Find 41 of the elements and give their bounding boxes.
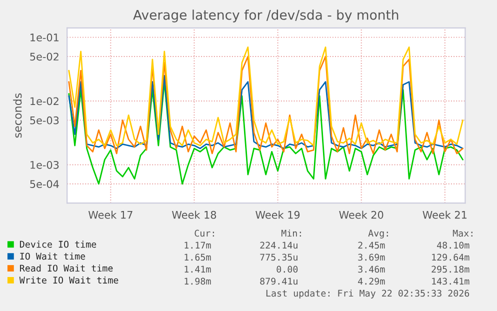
legend-label: Read IO Wait time bbox=[20, 264, 113, 272]
text: 1.98m bbox=[184, 278, 211, 285]
text: 1.41m bbox=[184, 266, 211, 273]
chart-title: Average latency for /dev/sda - by month bbox=[133, 10, 398, 22]
y-tick-label: 1e-03 bbox=[30, 160, 59, 169]
text: 48.10m bbox=[437, 242, 470, 249]
line-series bbox=[68, 74, 464, 150]
x-tick-label: Week 17 bbox=[88, 210, 132, 219]
text: Cur: bbox=[194, 230, 214, 237]
text: 129.64m bbox=[432, 254, 470, 261]
y-axis-title: seconds bbox=[13, 93, 22, 138]
legend-label: Write IO Wait time bbox=[19, 276, 118, 284]
legend-label: IO Wait time bbox=[20, 252, 86, 260]
y-tick-label: 5e-02 bbox=[30, 52, 58, 61]
text: Last update: Fri May 22 02:35:33 2026 bbox=[266, 290, 470, 298]
text: Max: bbox=[452, 230, 472, 237]
text: 3.46m bbox=[358, 266, 385, 273]
text: 2.45m bbox=[358, 242, 385, 249]
text: 775.35u bbox=[260, 254, 298, 261]
legend-label: Device IO time bbox=[20, 240, 96, 248]
text: Min: bbox=[281, 230, 301, 237]
y-tick-label: 5e-04 bbox=[30, 180, 59, 188]
x-tick-label: Week 19 bbox=[256, 210, 300, 219]
text: 143.41m bbox=[432, 278, 470, 285]
x-tick-label: Week 20 bbox=[339, 210, 384, 219]
text: 1.17m bbox=[184, 242, 211, 249]
text: 224.14u bbox=[260, 242, 298, 249]
line-series bbox=[68, 46, 464, 146]
text: 3.69m bbox=[358, 254, 385, 261]
text: 295.18m bbox=[432, 266, 470, 273]
text: Avg: bbox=[368, 230, 388, 238]
text: 0.00 bbox=[276, 266, 298, 273]
text: 4.29m bbox=[358, 278, 385, 285]
y-tick-label: 1e-01 bbox=[30, 34, 58, 42]
y-tick-label: 5e-03 bbox=[30, 116, 59, 124]
x-tick-label: Week 21 bbox=[422, 210, 466, 219]
text: 879.41u bbox=[260, 278, 298, 285]
line-series bbox=[68, 56, 464, 154]
x-tick-label: Week 18 bbox=[172, 210, 216, 219]
y-tick-label: 1e-02 bbox=[30, 97, 58, 106]
text: 1.65m bbox=[184, 254, 211, 261]
